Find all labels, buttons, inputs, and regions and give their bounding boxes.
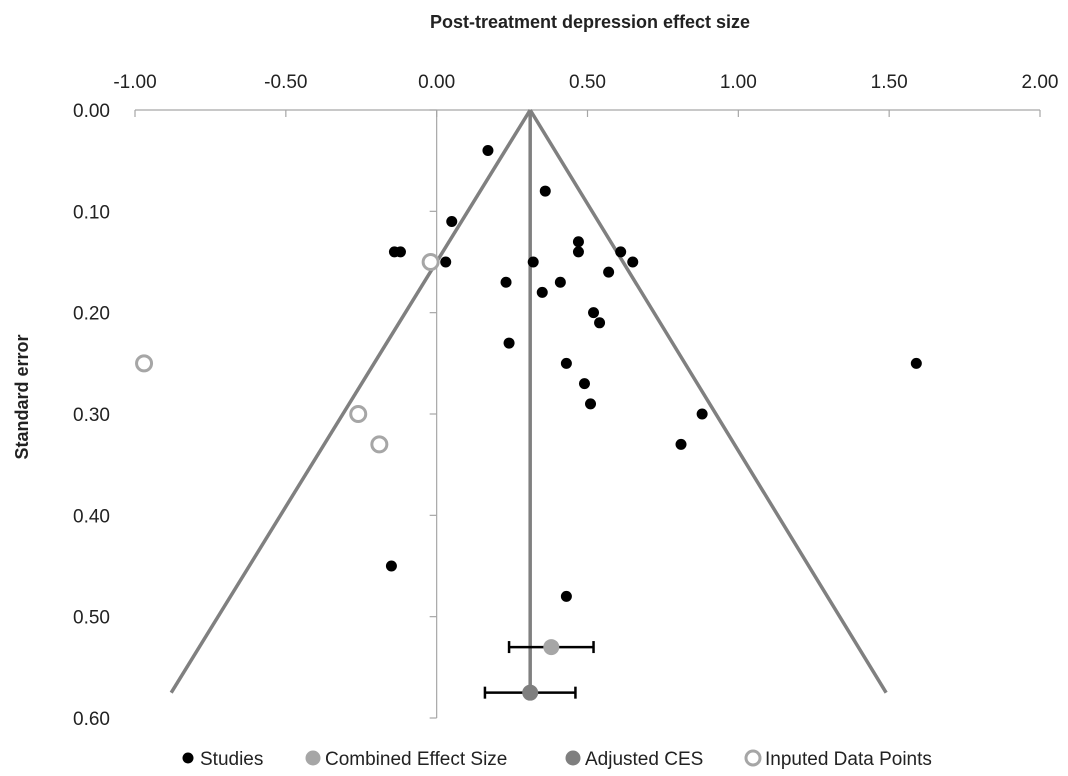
legend-marker: [182, 752, 194, 764]
y-tick-label: 0.40: [73, 506, 110, 527]
legend-label: Inputed Data Points: [765, 749, 932, 770]
study-point: [910, 357, 922, 369]
study-point: [539, 185, 551, 197]
inputed-point: [370, 435, 389, 454]
study-point: [588, 307, 600, 319]
x-tick-label: 0.00: [418, 72, 455, 93]
study-point: [500, 276, 512, 288]
adjusted-ces-point: [522, 684, 539, 701]
study-point: [482, 145, 494, 157]
legend-marker: [744, 749, 762, 767]
y-tick-label: 0.30: [73, 405, 110, 426]
study-point: [560, 590, 572, 602]
y-tick-label: 0.20: [73, 304, 110, 325]
y-tick-label: 0.00: [73, 101, 110, 122]
y-axis-label: Standard error: [12, 334, 32, 459]
funnel-right-line: [528, 109, 888, 694]
inputed-point: [135, 354, 154, 373]
funnel-left-line: [169, 109, 532, 694]
study-point: [578, 378, 590, 390]
x-tick-label: 2.00: [1022, 72, 1059, 93]
study-point: [527, 256, 539, 268]
study-point: [572, 246, 584, 258]
study-point: [675, 438, 687, 450]
x-tick-label: 0.50: [569, 72, 606, 93]
inputed-point: [421, 253, 440, 271]
legend-label: Studies: [200, 749, 263, 770]
x-tick-label: -0.50: [264, 72, 307, 93]
study-point: [536, 286, 548, 298]
study-point: [594, 317, 606, 329]
study-point: [446, 215, 458, 227]
chart-title: Post-treatment depression effect size: [430, 12, 750, 32]
study-point: [696, 408, 708, 420]
study-point: [603, 266, 615, 278]
legend-marker: [305, 750, 321, 766]
study-point: [394, 246, 406, 258]
inputed-point: [349, 405, 368, 423]
study-point: [585, 398, 597, 410]
study-point: [385, 560, 397, 572]
study-point: [572, 236, 584, 248]
study-point: [615, 246, 627, 258]
study-point: [554, 276, 566, 288]
y-tick-label: 0.60: [73, 709, 110, 730]
legend-label: Adjusted CES: [585, 749, 703, 770]
legend-marker: [565, 750, 581, 766]
study-point: [440, 256, 452, 268]
x-tick-label: 1.00: [720, 72, 757, 93]
combined-effect-point: [543, 639, 560, 656]
study-point: [627, 256, 639, 268]
x-tick-label: 1.50: [871, 72, 908, 93]
y-tick-label: 0.10: [73, 202, 110, 223]
x-tick-label: -1.00: [113, 72, 156, 93]
y-tick-label: 0.50: [73, 608, 110, 629]
legend-label: Combined Effect Size: [325, 749, 507, 770]
study-point: [503, 337, 515, 349]
study-point: [560, 357, 572, 369]
